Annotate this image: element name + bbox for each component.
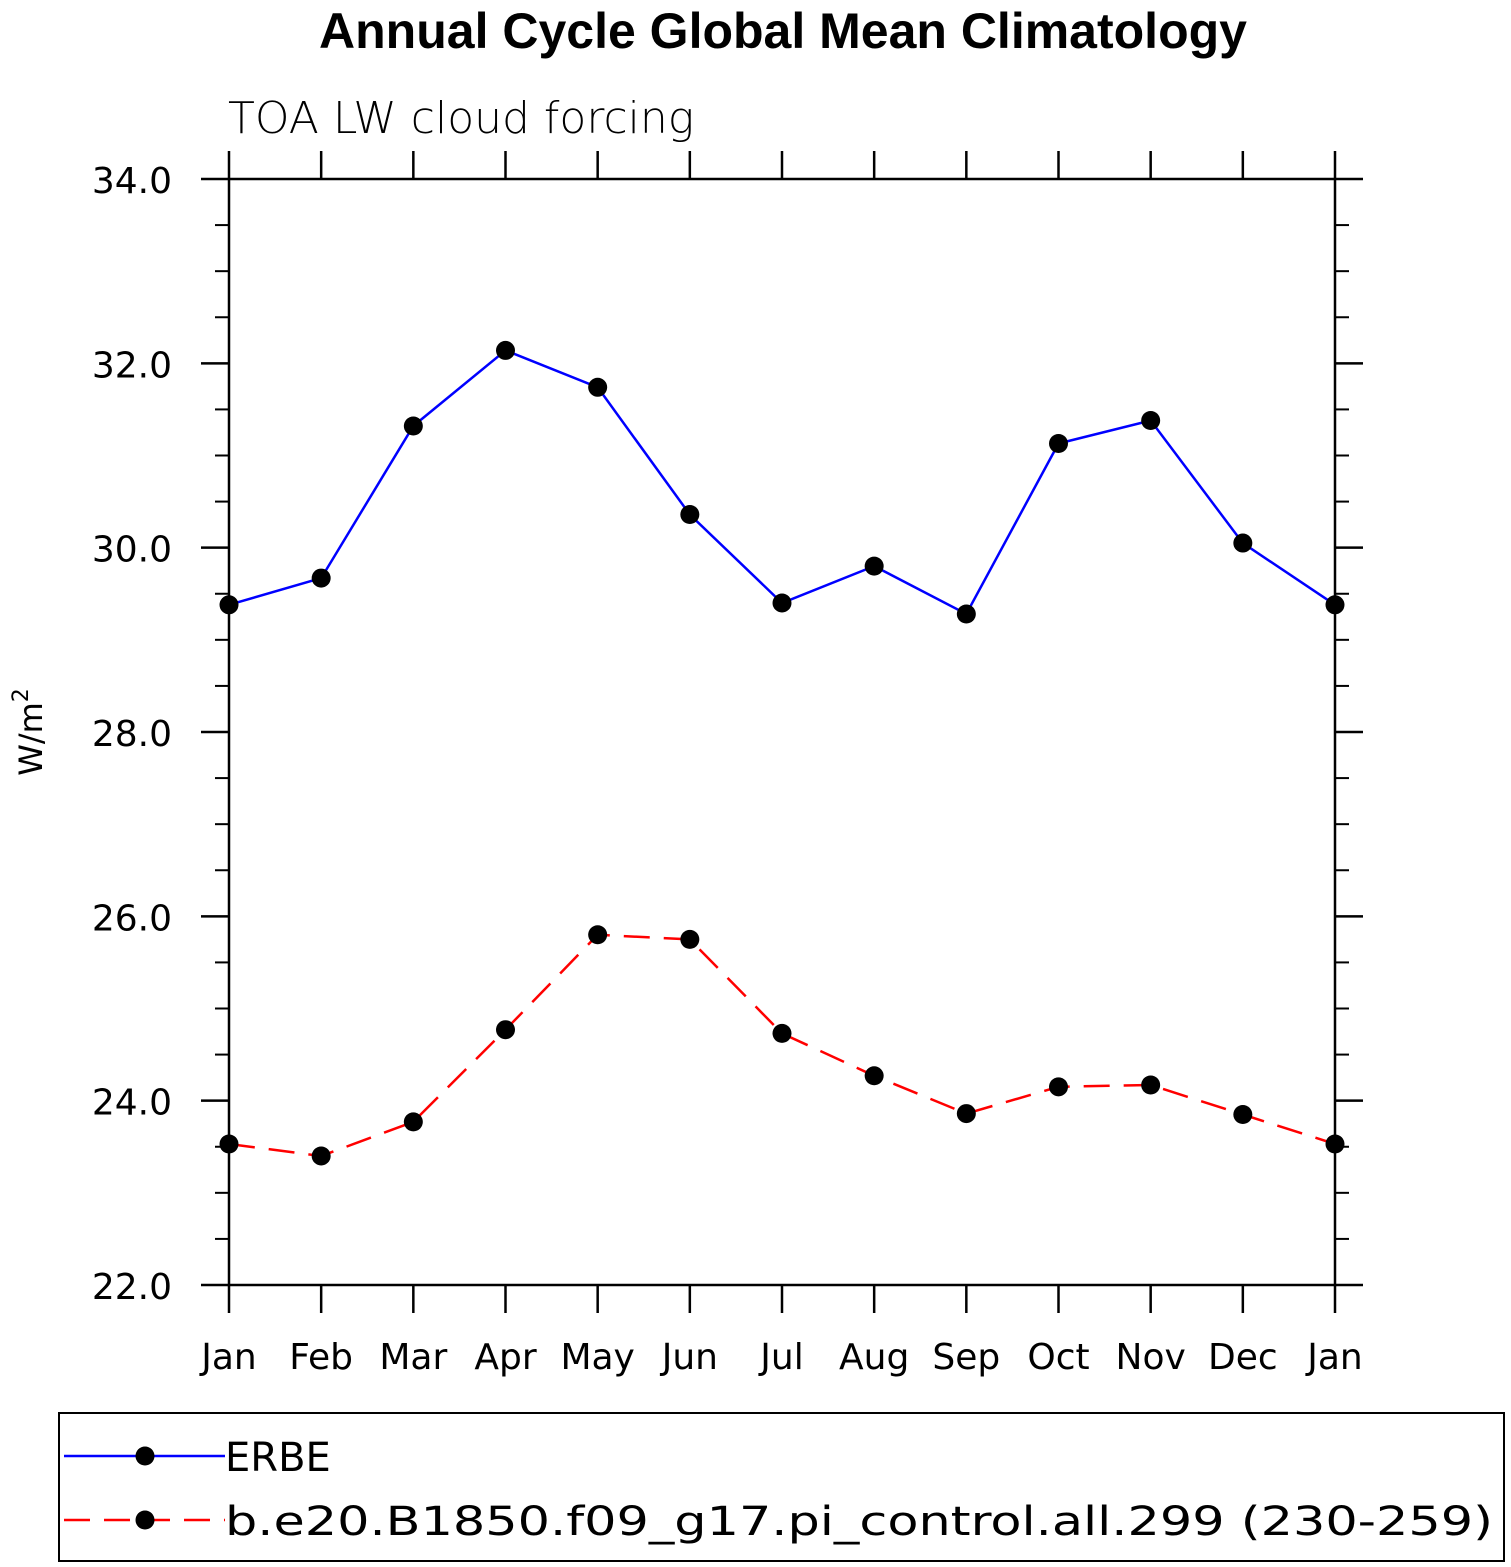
data-point-series-1 [1141, 1075, 1161, 1095]
y-tick-label: 30.0 [92, 530, 172, 571]
x-tick-label: Nov [1116, 1337, 1186, 1378]
x-tick-label: Oct [1027, 1337, 1089, 1378]
y-tick-label: 32.0 [92, 345, 172, 386]
data-point-series-0 [588, 377, 608, 397]
data-point-series-1 [311, 1146, 331, 1166]
chart-title: Annual Cycle Global Mean Climatology [319, 3, 1247, 59]
plot-frame [227, 177, 1337, 1287]
legend-label-erbe: ERBE [225, 1435, 331, 1481]
x-tick-label: Jul [758, 1337, 803, 1378]
y-axis-label-superscript: 2 [9, 688, 34, 702]
x-tick-label: Mar [379, 1337, 447, 1378]
data-point-series-1 [864, 1066, 884, 1086]
x-tick-label: Dec [1208, 1337, 1278, 1378]
y-tick-label: 34.0 [92, 161, 172, 202]
x-tick-label: Aug [839, 1337, 909, 1378]
data-point-series-1 [956, 1104, 976, 1124]
data-point-series-0 [680, 504, 700, 524]
legend: ERBE b.e20.B1850.f09_g17.pi_control.all.… [58, 1412, 1505, 1562]
x-tick-label: Apr [474, 1337, 536, 1378]
data-point-series-1 [496, 1020, 515, 1040]
y-tick-label: 28.0 [92, 714, 172, 755]
legend-label-model: b.e20.B1850.f09_g17.pi_control.all.299 (… [225, 1499, 1493, 1545]
data-point-series-1 [1325, 1134, 1345, 1154]
x-tick-label: Sep [932, 1337, 1000, 1378]
y-tick-label: 24.0 [92, 1083, 172, 1124]
x-tick-label: Jan [1305, 1337, 1363, 1378]
data-point-series-1 [219, 1134, 239, 1154]
y-axis-label: W/m2 [9, 688, 50, 776]
data-point-series-0 [864, 556, 884, 576]
data-point-series-0 [403, 416, 423, 436]
legend-box [58, 1412, 1505, 1562]
data-point-series-0 [311, 568, 331, 588]
plot-axes: 22.0 24.0 26.0 28.0 30.0 32.0 34.0 Jan Feb Mar Apr… [92, 151, 1363, 1378]
legend-marker-erbe [135, 1446, 155, 1466]
data-point-series-1 [403, 1112, 423, 1132]
x-tick-label: Feb [289, 1337, 353, 1378]
data-point-series-0 [1325, 595, 1345, 615]
data-point-series-0 [219, 595, 239, 615]
x-tick-label: May [560, 1337, 634, 1378]
data-point-series-0 [1049, 434, 1068, 454]
x-tick-label: Jun [660, 1337, 718, 1378]
data-point-series-1 [680, 929, 700, 949]
data-point-series-1 [772, 1023, 792, 1043]
legend-marker-model [135, 1510, 155, 1530]
series-layer [219, 340, 1345, 1166]
y-axis-label-unit: W/m [12, 702, 50, 776]
data-point-series-1 [1049, 1077, 1068, 1097]
x-tick-label: Jan [199, 1337, 257, 1378]
data-point-series-1 [1233, 1104, 1253, 1124]
chart-subtitle: TOA LW cloud forcing [228, 93, 694, 144]
series-line-1 [228, 933, 1336, 1158]
y-tick-label: 22.0 [92, 1267, 172, 1308]
y-tick-label: 26.0 [92, 898, 172, 939]
data-point-series-0 [1233, 533, 1253, 553]
data-point-series-0 [496, 340, 515, 360]
data-point-series-0 [772, 593, 792, 613]
data-point-series-1 [588, 925, 608, 945]
data-point-series-0 [956, 604, 976, 624]
series-line-0 [228, 348, 1336, 616]
data-point-series-0 [1141, 410, 1161, 430]
